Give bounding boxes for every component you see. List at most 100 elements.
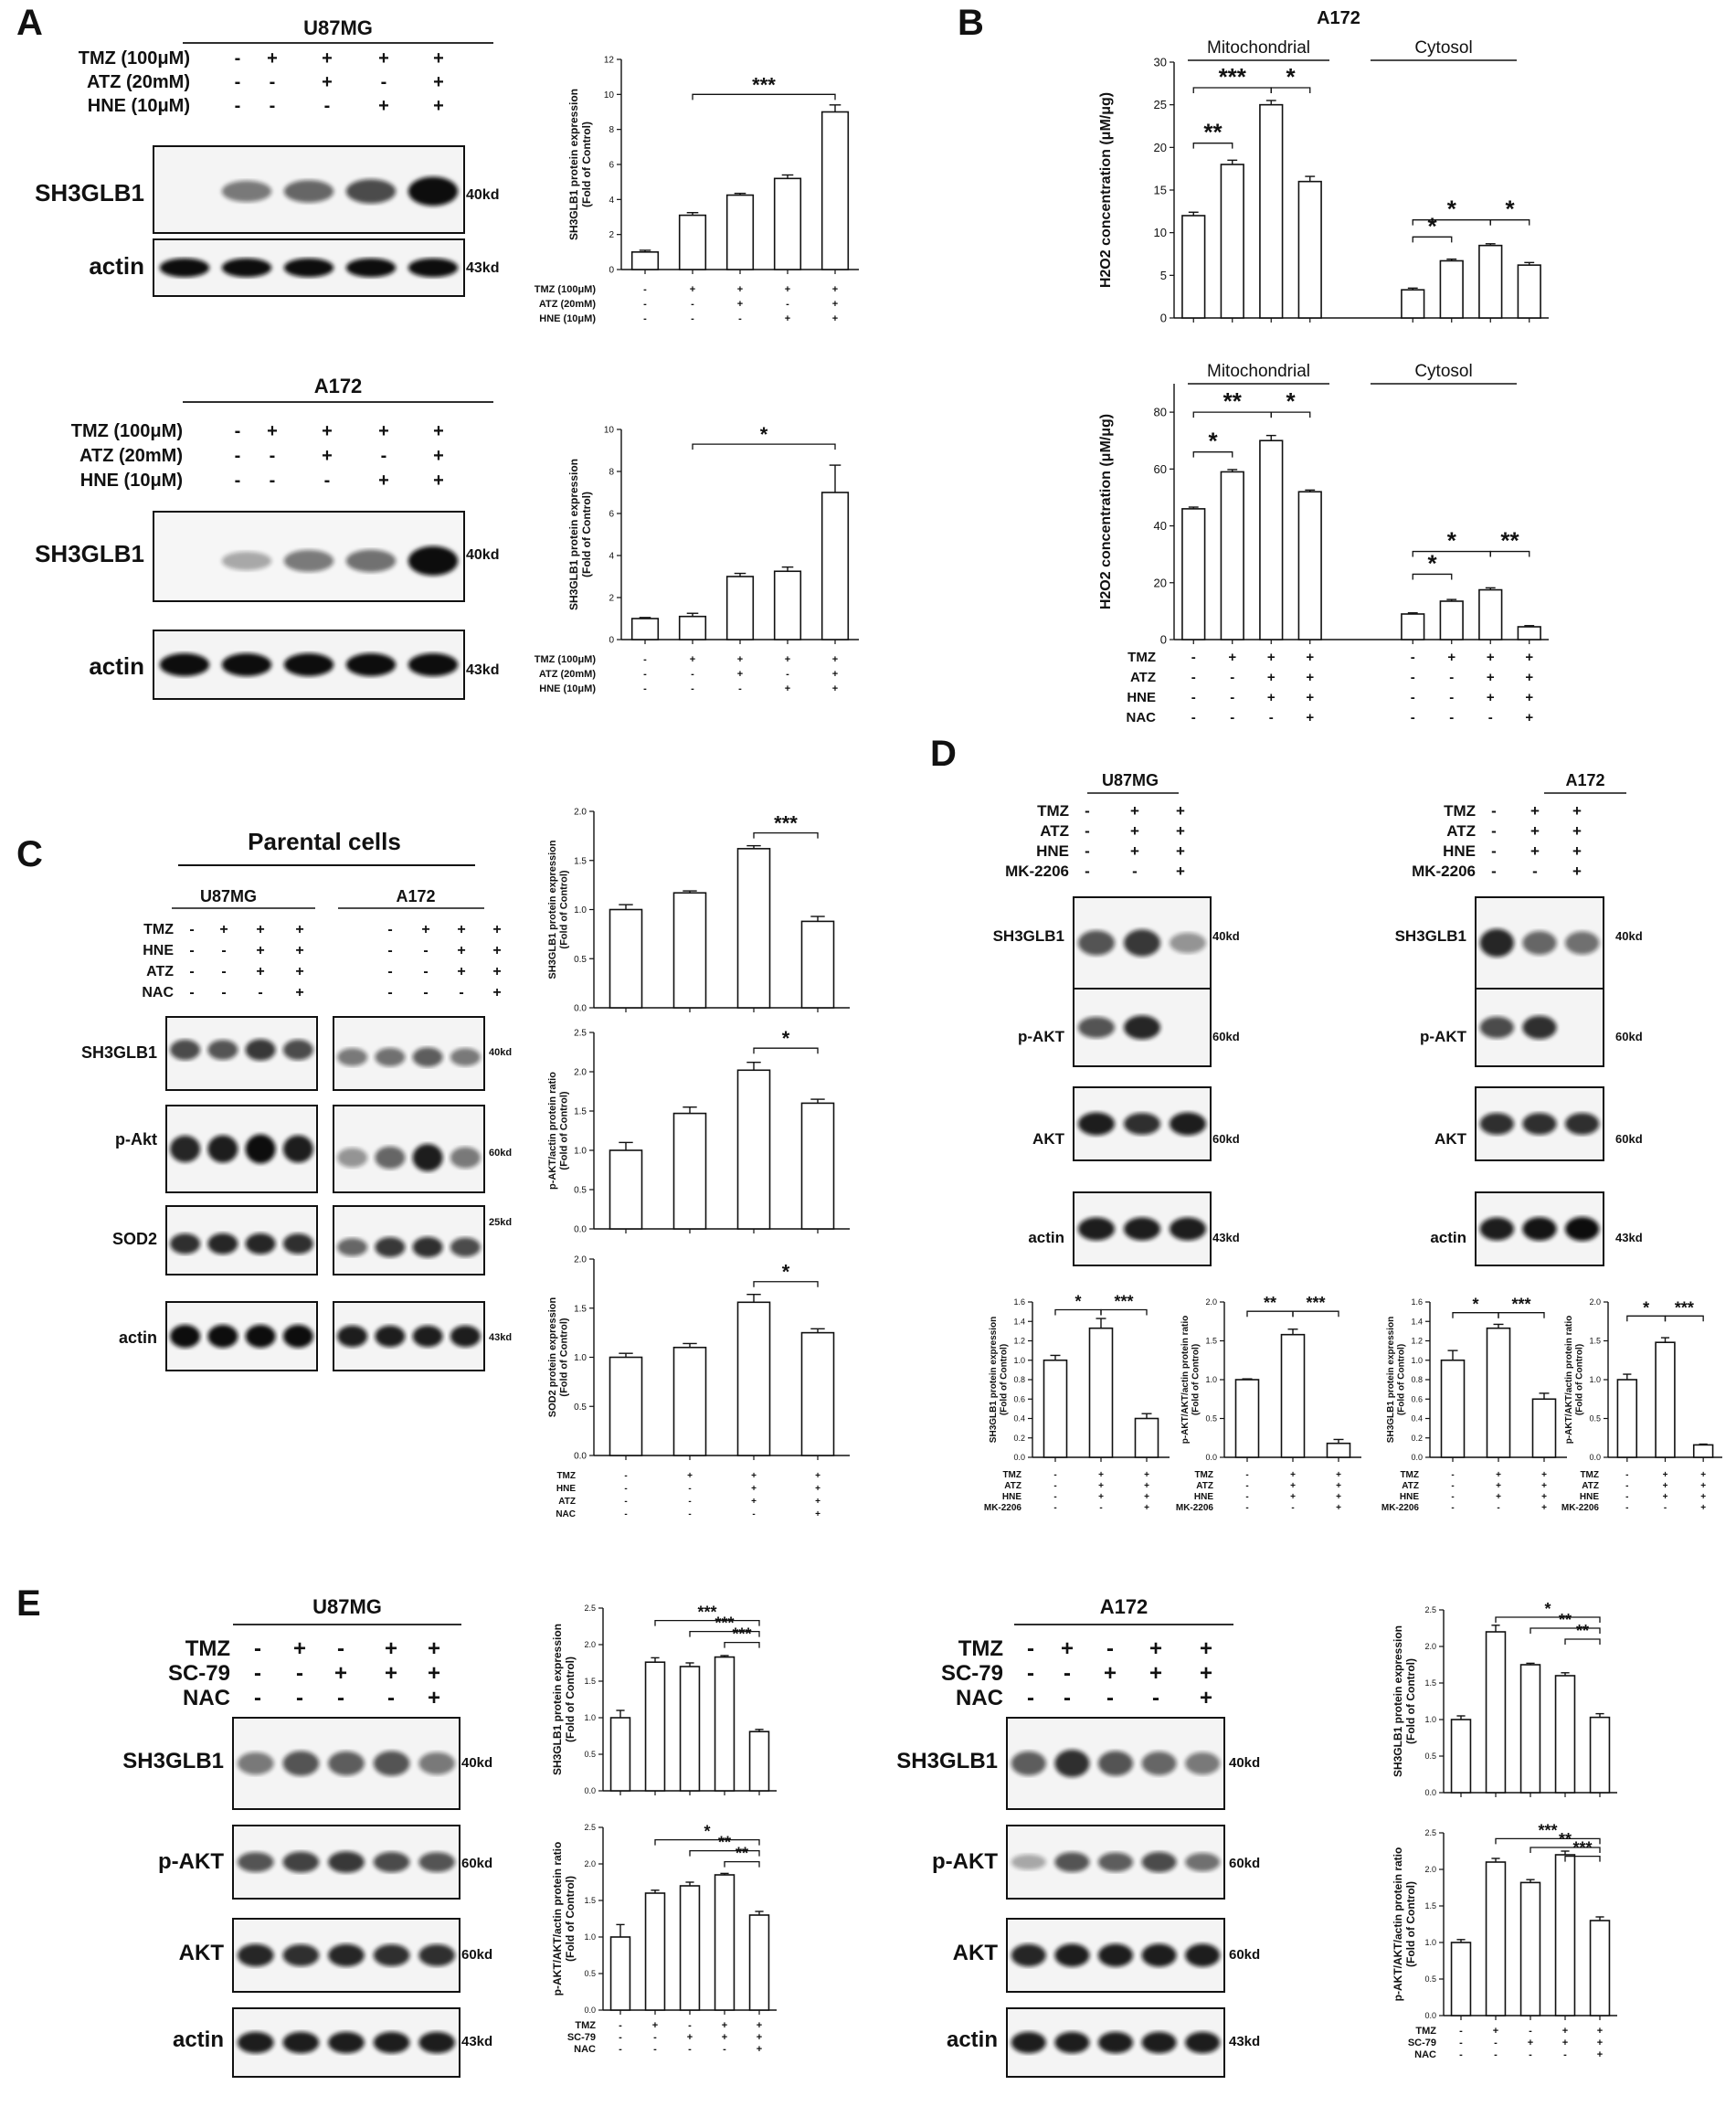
treatment-mark: - (619, 2044, 622, 2055)
bar (1297, 491, 1322, 640)
y-tick-label: 20 (1154, 141, 1167, 154)
treatment-mark: + (256, 964, 264, 979)
significance-label: *** (1219, 63, 1247, 90)
treatment-label: ATZ (20mM) (539, 299, 596, 310)
treatment-mark: - (337, 1686, 344, 1710)
significance-bracket (654, 1838, 760, 1846)
y-tick-label: 12 (604, 56, 615, 66)
significance-bracket (1495, 1616, 1601, 1623)
treatment-mark: + (1336, 1470, 1341, 1480)
blot-band (1479, 1016, 1515, 1039)
y-tick-label: 2 (609, 594, 614, 604)
y-tick-label: 0.8 (1411, 1375, 1423, 1384)
treatment-label: NAC (183, 1686, 230, 1710)
mw-marker: 60kd (1212, 1132, 1240, 1146)
cell-line-title: U87MG (1102, 771, 1159, 789)
blot-band (282, 1039, 313, 1061)
blot-band (1522, 1015, 1557, 1040)
bar (800, 1102, 835, 1230)
treatment-label: SC-79 (567, 2032, 596, 2043)
treatment-mark: - (1245, 1492, 1248, 1502)
blot-band (1078, 930, 1115, 956)
treatment-label: HNE (10μM) (80, 471, 183, 491)
blot-band (1097, 1852, 1134, 1872)
bar (736, 1069, 771, 1230)
blot-band (237, 1852, 274, 1872)
y-tick-label: 1.5 (1424, 1901, 1436, 1911)
blot-band (1479, 1112, 1515, 1136)
significance-bracket (1270, 87, 1311, 93)
treatment-mark: - (1027, 1636, 1034, 1661)
y-tick-label: 0.0 (574, 1004, 587, 1014)
blot-e-a172-sh3glb1 (1006, 1717, 1225, 1810)
treatment-mark: + (1572, 842, 1582, 860)
blot-d-u87-sh3glb1 (1073, 896, 1212, 990)
blot-band (1078, 1217, 1115, 1241)
y-tick-label: 0.2 (1411, 1434, 1423, 1443)
blot-a-u87-actin (153, 238, 465, 297)
blot-band (207, 1135, 238, 1163)
treatment-mark: - (691, 313, 694, 324)
treatment-mark: + (1149, 1661, 1162, 1686)
treatment-mark: + (687, 1471, 693, 1481)
mw-marker: 60kd (1615, 1132, 1643, 1146)
treatment-mark: - (691, 299, 694, 310)
blot-band (375, 1325, 406, 1348)
treatment-mark: + (1306, 710, 1314, 725)
blot-band (412, 1325, 443, 1348)
mw-marker: 43kd (1212, 1231, 1240, 1244)
treatment-mark: + (1267, 670, 1276, 685)
y-axis-label: SH3GLB1 protein expression (1386, 1317, 1396, 1443)
blot-band (282, 1324, 313, 1349)
y-tick-label: 4 (609, 552, 614, 562)
treatment-mark: + (1663, 1481, 1668, 1491)
significance-bracket (1664, 1315, 1704, 1322)
treatment-mark: - (296, 1661, 303, 1686)
bar (1134, 1417, 1159, 1458)
treatment-label: NAC (956, 1686, 1003, 1710)
treatment-mark: + (1572, 822, 1582, 840)
significance-bracket (1495, 1837, 1601, 1845)
bar (672, 1112, 707, 1230)
treatment-mark: + (428, 1636, 440, 1661)
panel-letter: A (16, 3, 43, 43)
bar (609, 908, 643, 1009)
mw-marker: 40kd (466, 187, 499, 203)
treatment-mark: + (1493, 2026, 1498, 2037)
bar (609, 1149, 643, 1230)
treatment-mark: - (1053, 1470, 1056, 1480)
treatment-mark: + (457, 943, 465, 958)
blot-band (1011, 1854, 1046, 1870)
treatment-mark: - (1085, 802, 1090, 820)
blot-band (345, 549, 397, 573)
blot-c-u87-pakt (165, 1105, 318, 1193)
blot-band (282, 1233, 313, 1254)
y-tick-label: 1.0 (1013, 1356, 1025, 1365)
blot-band (1054, 2031, 1090, 2054)
bar (1220, 471, 1244, 640)
y-tick-label: 5 (1160, 269, 1167, 282)
band-label: AKT (1434, 1130, 1467, 1148)
treatment-mark: - (1664, 1503, 1667, 1513)
treatment-mark: - (387, 943, 392, 958)
blot-band (245, 1039, 276, 1061)
bar (1181, 508, 1206, 640)
treatment-mark: - (688, 2044, 692, 2055)
treatment-mark: - (1563, 2049, 1567, 2060)
treatment-label: TMZ (575, 2020, 596, 2031)
panel-letter: E (16, 1583, 41, 1624)
treatment-mark: + (1487, 650, 1495, 665)
significance-label: *** (715, 1614, 734, 1633)
treatment-label: ATZ (1040, 822, 1069, 840)
blot-band (1170, 932, 1206, 954)
bar (748, 1731, 770, 1792)
treatment-mark: - (1064, 1661, 1071, 1686)
treatment-mark: - (1230, 670, 1234, 685)
blot-d-u87-actin (1073, 1191, 1212, 1266)
treatment-mark: + (1336, 1481, 1341, 1491)
blot-c-u87-sh3glb1 (165, 1016, 318, 1091)
significance-label: ** (736, 1845, 748, 1863)
treatment-mark: - (1099, 1503, 1102, 1513)
treatment-mark: - (254, 1686, 261, 1710)
